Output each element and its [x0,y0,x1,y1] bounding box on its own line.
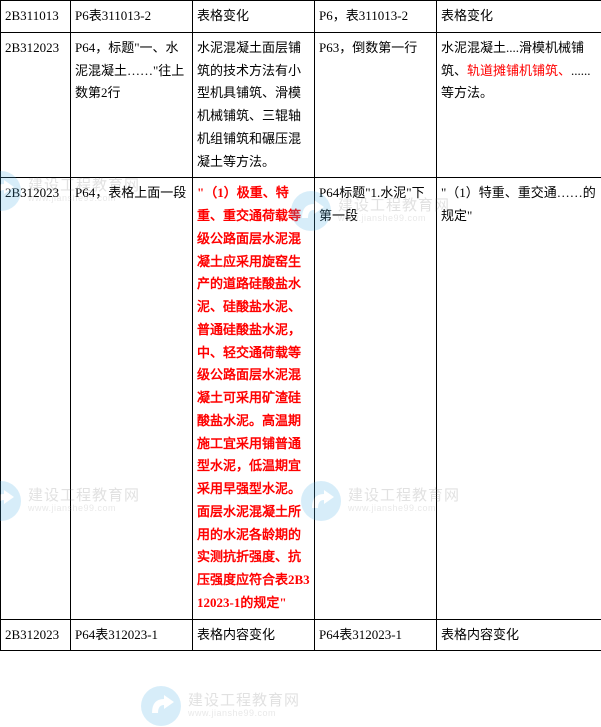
text-highlight: 轨道摊铺机铺筑、 [467,63,571,78]
cell-old-txt: 表格内容变化 [193,619,315,651]
watermark-url: www.jianshe99.com [188,709,300,719]
cell-old-txt: 水泥混凝土面层铺筑的技术方法有小型机具铺筑、滑模机械铺筑、三辊轴机组铺筑和碾压混… [193,32,315,178]
cell-new-loc: P6，表311013-2 [315,1,437,33]
cell-new-txt: 表格内容变化 [437,619,601,651]
cell-old-loc: P6表311013-2 [71,1,193,33]
cell-new-loc: P64表312023-1 [315,619,437,651]
cell-old-loc: P64表312023-1 [71,619,193,651]
cell-code: 2B311013 [1,1,71,33]
cell-new-txt: 水泥混凝土....滑模机械铺筑、轨道摊铺机铺筑、......等方法。 [437,32,601,178]
cell-old-txt: 表格变化 [193,1,315,33]
cell-new-loc: P64标题"1.水泥"下第一段 [315,178,437,619]
text-highlight: "（1）极重、特重、重交通荷载等级公路面层水泥混凝土应采用旋窑生产的道路硅酸盐水… [197,185,310,610]
cell-new-txt: 表格变化 [437,1,601,33]
cell-code: 2B312023 [1,178,71,619]
watermark: 建设工程教育网www.jianshe99.com [140,685,300,727]
table-row: 2B311013 P6表311013-2 表格变化 P6，表311013-2 表… [1,1,601,33]
cell-code: 2B312023 [1,619,71,651]
table-row: 2B312023 P64表312023-1 表格内容变化 P64表312023-… [1,619,601,651]
page-container: 2B311013 P6表311013-2 表格变化 P6，表311013-2 表… [0,0,601,708]
watermark-text: 建设工程教育网 [188,693,300,710]
cell-code: 2B312023 [1,32,71,178]
table-row: 2B312023 P64，表格上面一段 "（1）极重、特重、重交通荷载等级公路面… [1,178,601,619]
watermark-logo-icon [140,685,182,727]
cell-new-loc: P63，倒数第一行 [315,32,437,178]
cell-new-txt: "（1）特重、重交通……的规定" [437,178,601,619]
comparison-table: 2B311013 P6表311013-2 表格变化 P6，表311013-2 表… [0,0,601,651]
cell-old-loc: P64，标题"一、水泥混凝土……"往上数第2行 [71,32,193,178]
table-row: 2B312023 P64，标题"一、水泥混凝土……"往上数第2行 水泥混凝土面层… [1,32,601,178]
cell-old-loc: P64，表格上面一段 [71,178,193,619]
cell-old-txt: "（1）极重、特重、重交通荷载等级公路面层水泥混凝土应采用旋窑生产的道路硅酸盐水… [193,178,315,619]
